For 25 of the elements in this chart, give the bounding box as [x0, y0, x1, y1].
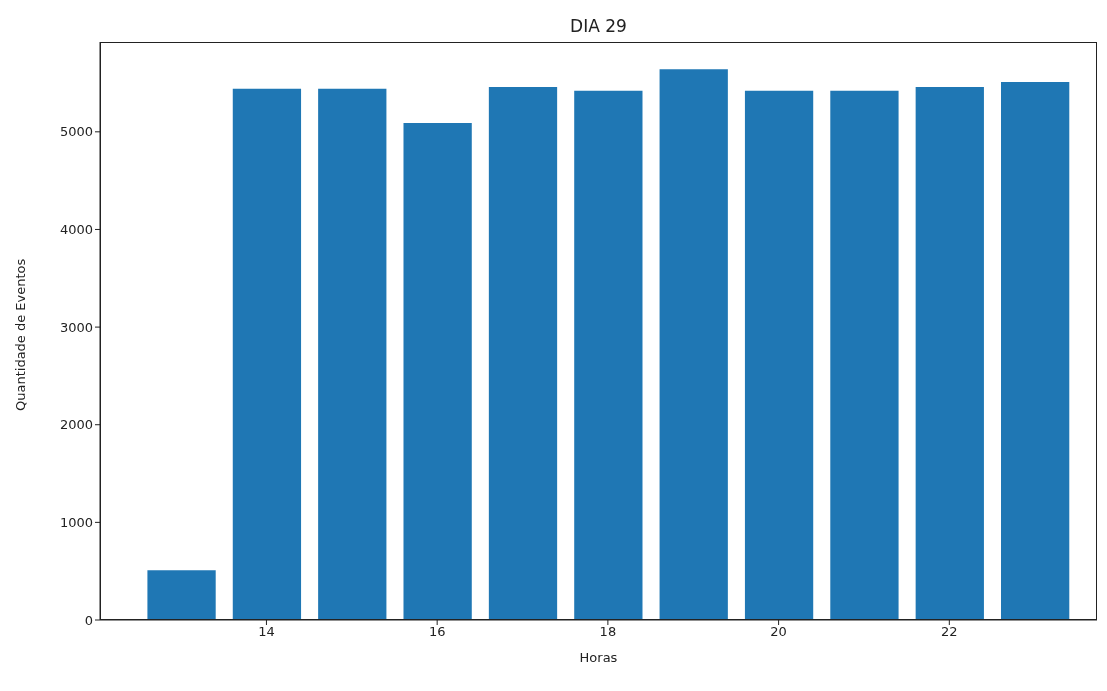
y-tick-label: 1000 [59, 514, 93, 530]
bar [232, 88, 302, 620]
bar [744, 90, 814, 620]
x-tick-label: 14 [258, 624, 275, 640]
y-tick-label: 5000 [59, 124, 93, 140]
y-tick-label: 3000 [59, 319, 93, 335]
y-axis-title: Quantidade de Eventos [12, 258, 28, 411]
bar [830, 90, 899, 620]
bar [1001, 82, 1070, 620]
bar [318, 88, 387, 620]
y-tick-label: 2000 [59, 417, 93, 433]
x-tick-label: 20 [770, 624, 787, 640]
x-axis-title: Horas [579, 650, 618, 665]
x-tick-label: 22 [941, 624, 958, 640]
bar [659, 69, 728, 620]
x-tick-label: 18 [599, 624, 617, 640]
bar [574, 90, 643, 620]
chart-title: DIA 29 [569, 16, 628, 36]
bar [915, 86, 984, 620]
bar [147, 570, 216, 620]
y-tick-label: 4000 [59, 222, 93, 238]
y-tick-label: 0 [84, 612, 93, 628]
bar [403, 123, 472, 620]
bar [488, 86, 558, 620]
x-tick-label: 16 [428, 624, 446, 640]
